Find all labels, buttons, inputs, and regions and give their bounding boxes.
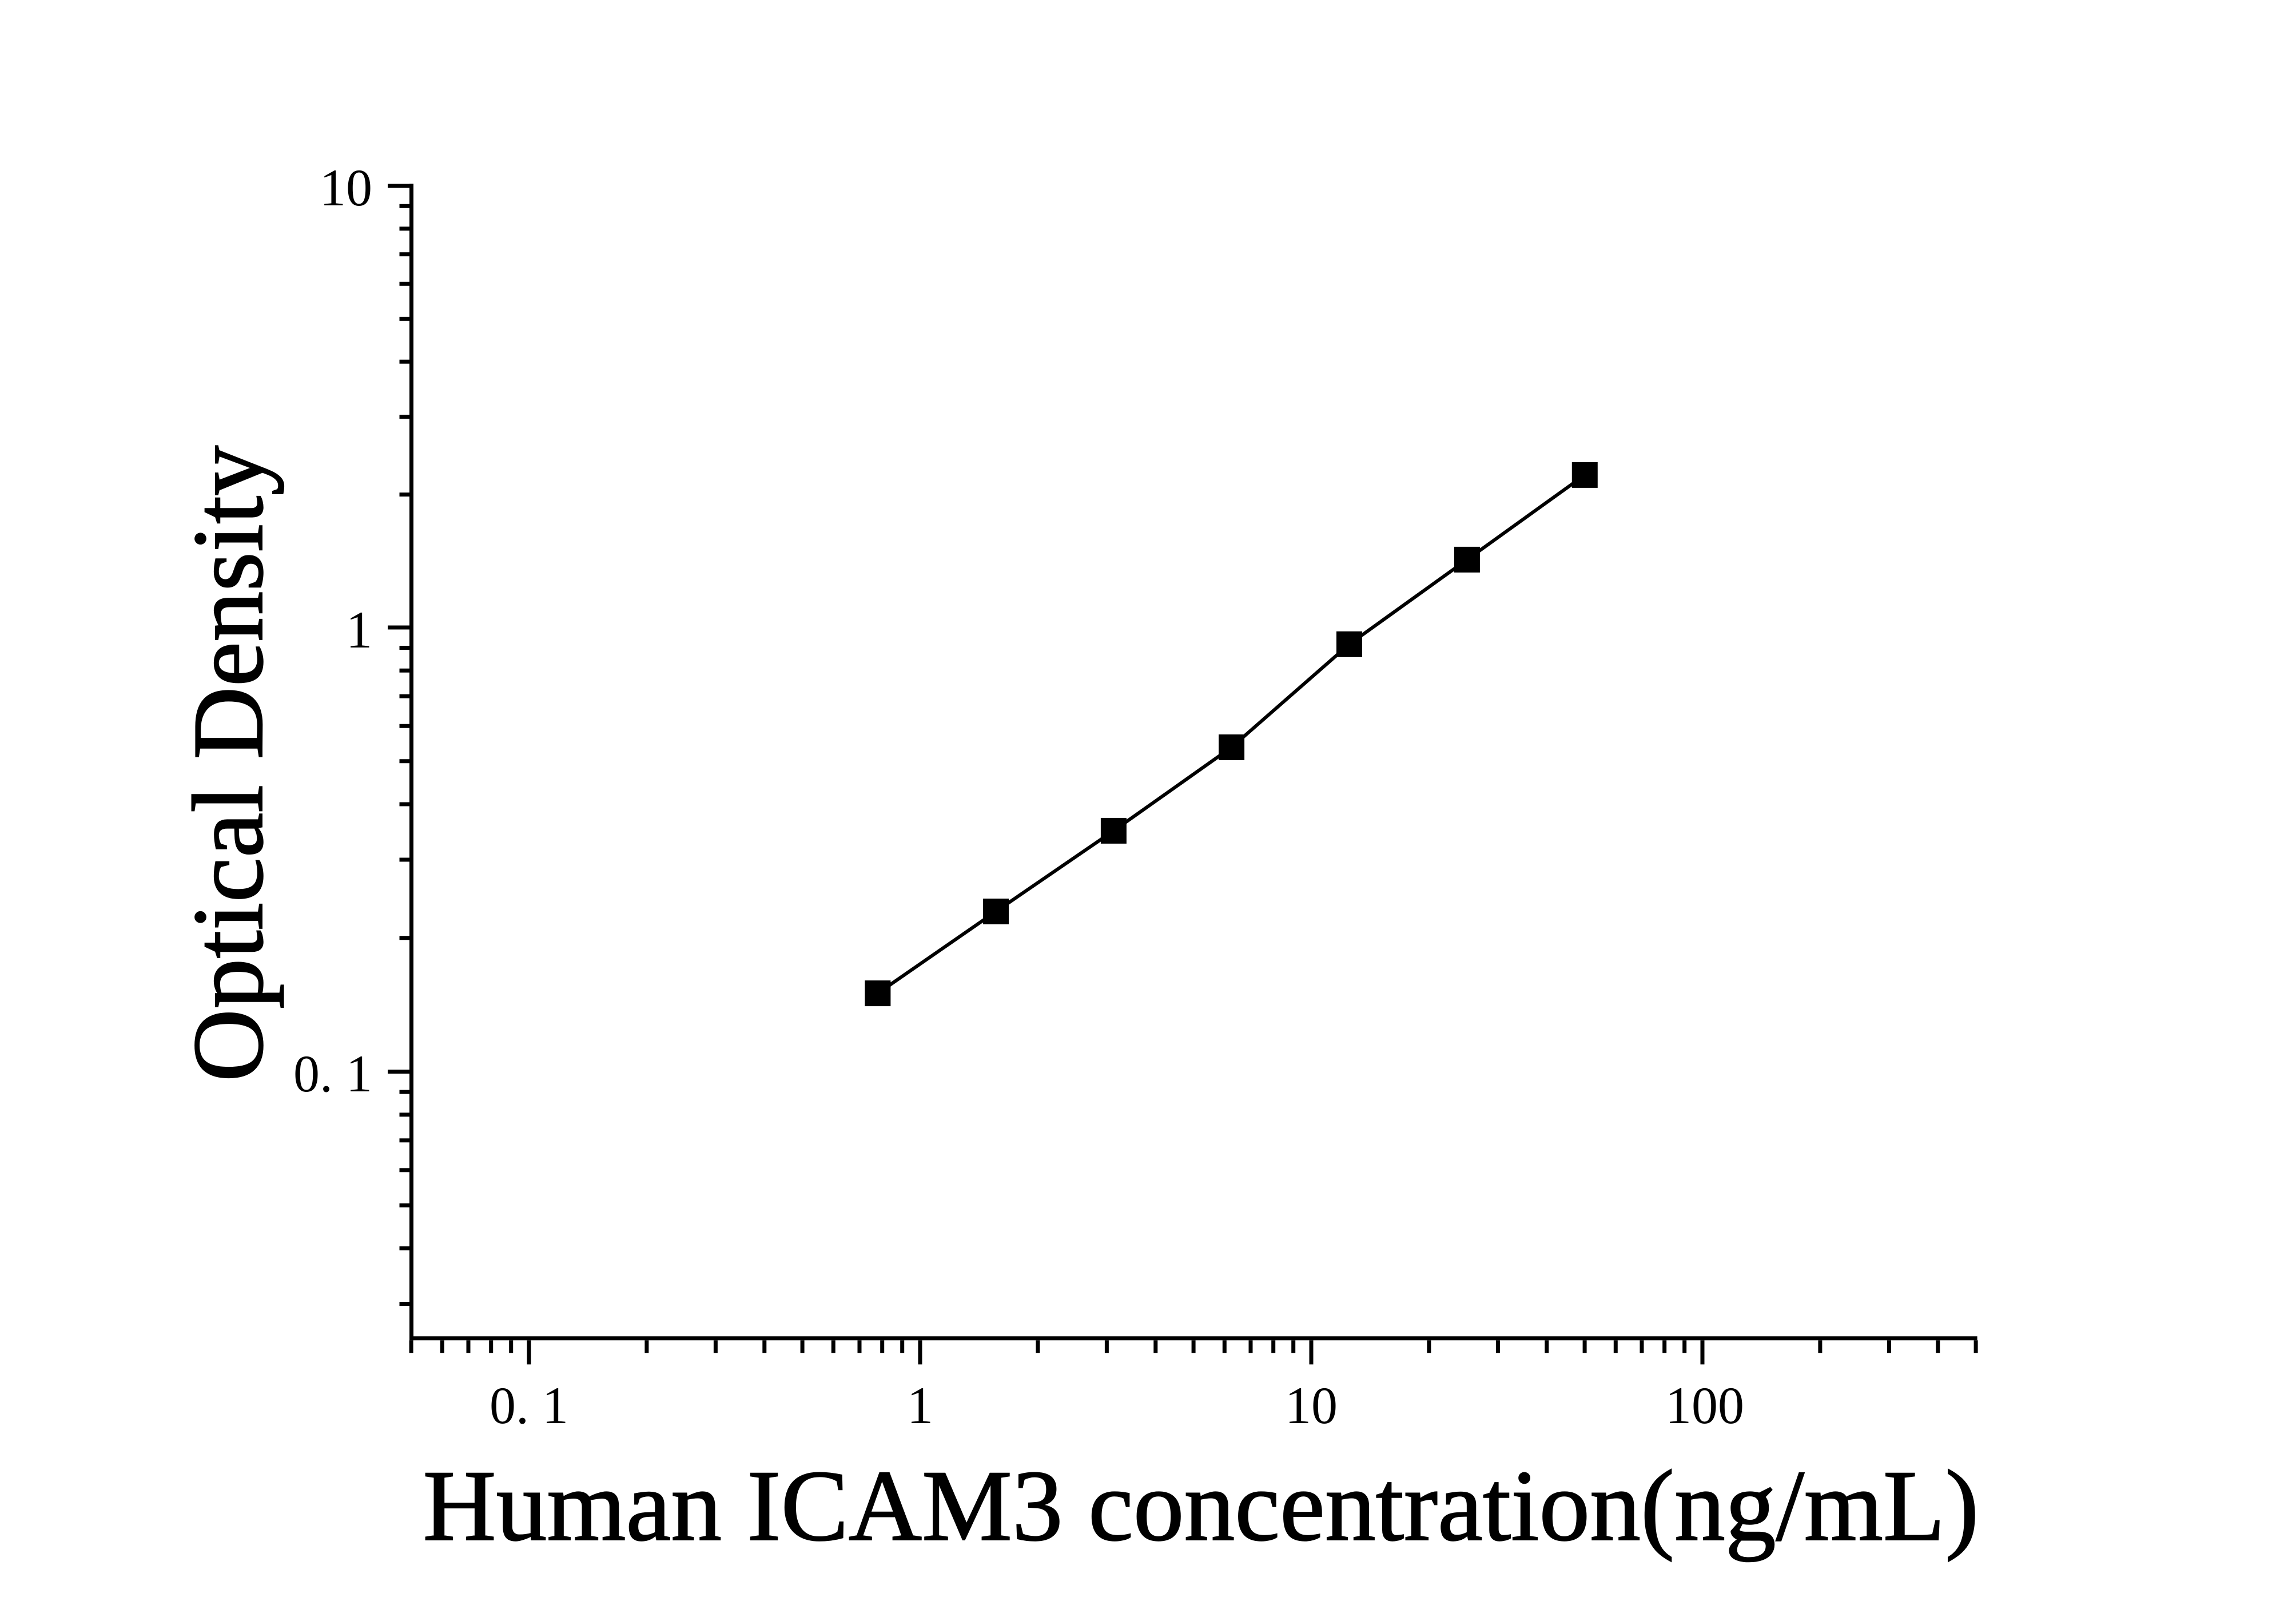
svg-text:100: 100	[1665, 1376, 1744, 1435]
svg-text:1: 1	[907, 1376, 933, 1435]
svg-text:Optical Density: Optical Density	[173, 446, 284, 1082]
svg-text:0. 1: 0. 1	[293, 1044, 372, 1103]
svg-text:Human ICAM3 concentration(ng/m: Human ICAM3 concentration(ng/mL)	[423, 1450, 1979, 1562]
svg-text:0. 1: 0. 1	[490, 1376, 568, 1435]
svg-text:10: 10	[320, 158, 372, 217]
svg-text:1: 1	[346, 601, 372, 659]
svg-text:10: 10	[1285, 1376, 1338, 1435]
